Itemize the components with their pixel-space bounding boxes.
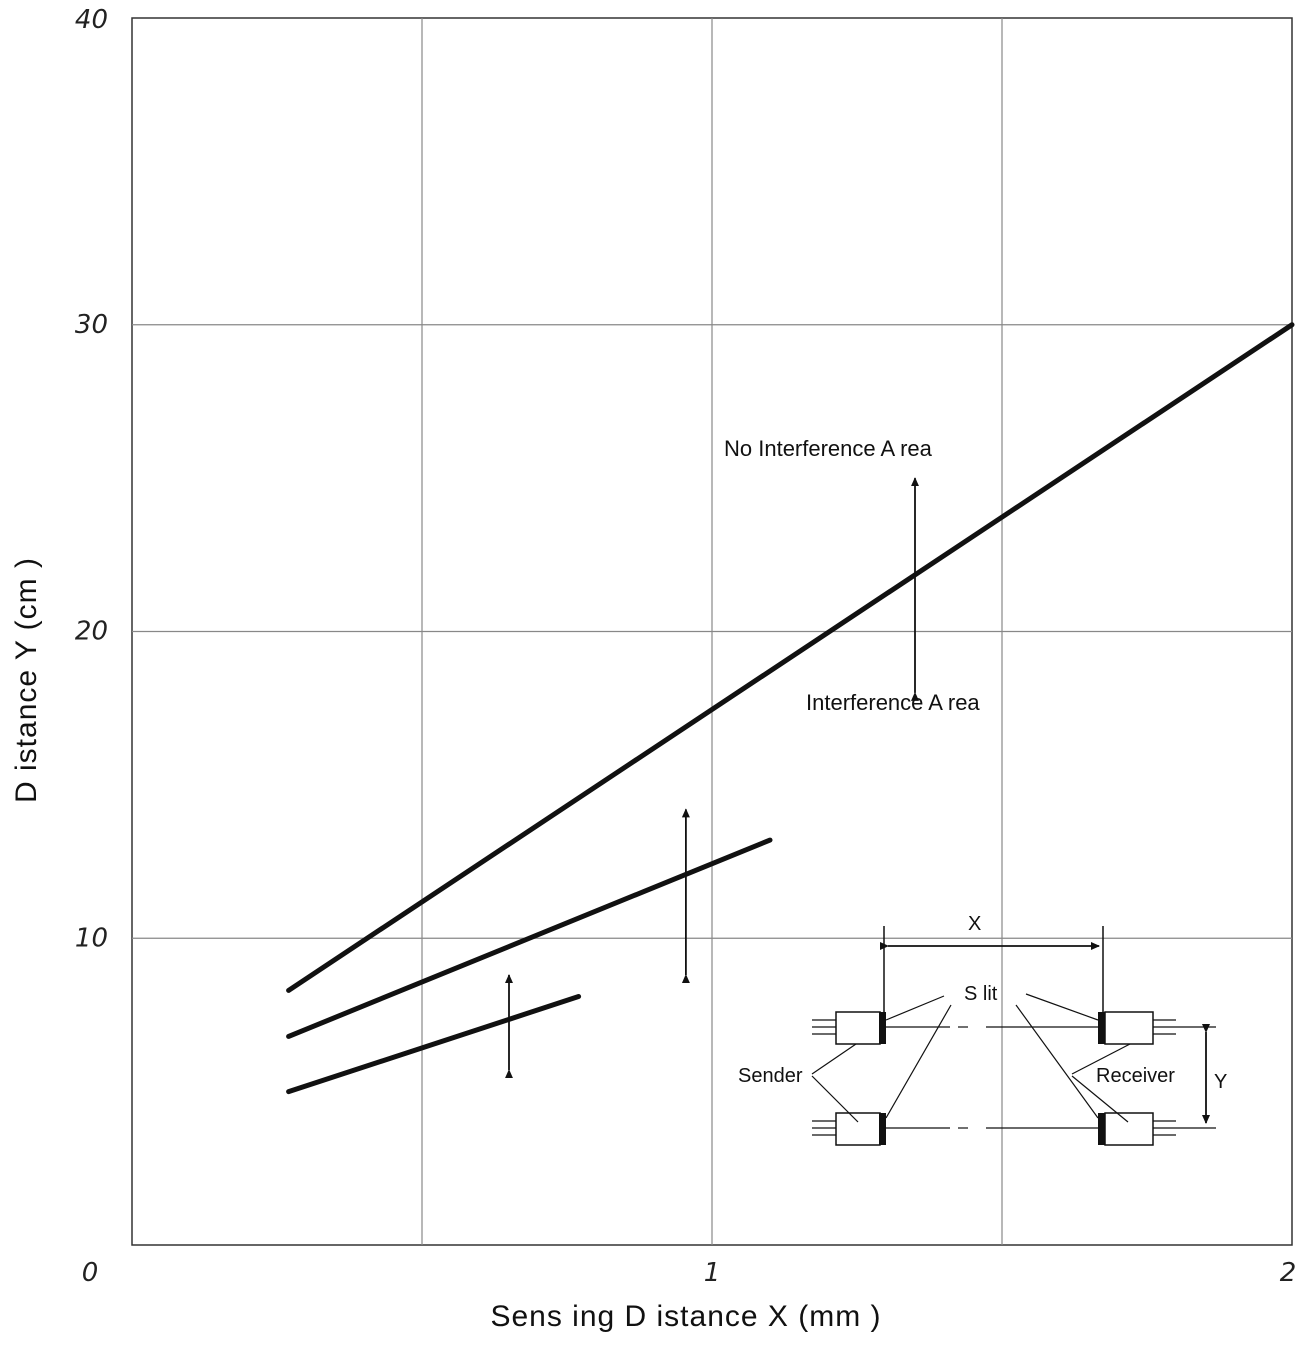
y-tick-label: 40 (75, 5, 108, 35)
x-tick-label: 2 (1280, 1258, 1297, 1288)
x-tick-label: 0 (82, 1258, 99, 1288)
inset-y-label: Y (1214, 1071, 1227, 1093)
series-line-1 (286, 322, 1295, 993)
inset-x-label: X (968, 913, 981, 935)
y-tick-label: 30 (75, 310, 108, 340)
range-arrows (505, 477, 919, 1079)
y-axis-title: D istance Y (cm ) (10, 557, 43, 803)
inset-sender-label: Sender (738, 1065, 803, 1087)
x-tick-label: 1 (704, 1258, 721, 1288)
y-tick-label: 20 (75, 617, 108, 647)
inset-receiver-label: Receiver (1096, 1065, 1175, 1087)
sender-bottom-icon (812, 1112, 886, 1146)
series-line-3 (286, 994, 582, 1095)
receiver-top-icon (1098, 1011, 1176, 1045)
x-axis-title: Sens ing D istance X (mm ) (490, 1300, 881, 1333)
no-interference-label: No Interference A rea (724, 436, 933, 461)
receiver-bottom-icon (1098, 1112, 1176, 1146)
interference-label: Interference A rea (806, 690, 980, 715)
sender-top-icon (812, 1011, 886, 1045)
inset-slit-label: S lit (964, 983, 998, 1005)
gridlines (132, 18, 1292, 1245)
y-tick-label: 10 (75, 923, 108, 953)
sensor-diagram-inset: X S lit (736, 913, 1227, 1146)
tick-labels: 0 1 2 10 20 30 40 (75, 5, 1296, 1288)
